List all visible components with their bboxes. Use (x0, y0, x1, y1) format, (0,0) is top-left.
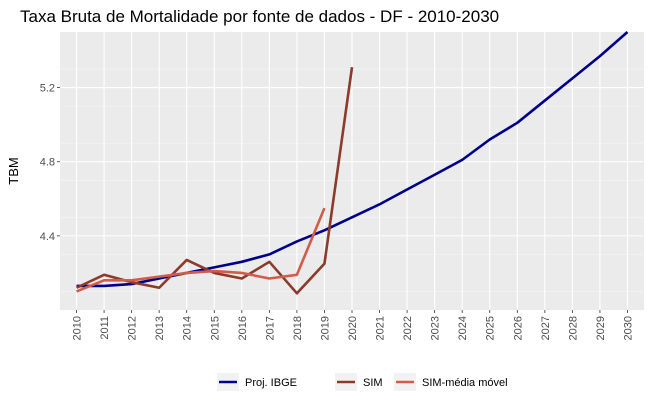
series-lines (75, 31, 629, 295)
x-tick-label: 2010 (72, 316, 84, 340)
x-tick-label: 2011 (99, 316, 111, 340)
legend: Proj. IBGE SIM SIM-média móvel (217, 373, 508, 391)
y-axis-title: TBM (6, 157, 21, 184)
x-tick-label: 2023 (430, 316, 442, 340)
x-tick-label: 2018 (292, 316, 304, 340)
x-tick-label: 2025 (485, 316, 497, 340)
y-tick-label: 4.4 (40, 231, 55, 243)
x-tick-label: 2017 (264, 316, 276, 340)
x-tick-label: 2021 (375, 316, 387, 340)
y-tick-label: 4.8 (40, 157, 55, 169)
y-tick-labels: 4.4 4.8 5.2 (40, 83, 60, 243)
x-tick-label: 2012 (127, 316, 139, 340)
x-tick-label: 2030 (622, 316, 634, 340)
x-tick-label: 2024 (457, 316, 469, 340)
x-tick-label: 2015 (209, 316, 221, 340)
x-tick-label: 2013 (154, 316, 166, 340)
series-line-3 (76, 207, 326, 293)
x-tick-label: 2016 (237, 316, 249, 340)
legend-label-2: SIM (363, 377, 383, 389)
x-tick-label: 2027 (540, 316, 552, 340)
x-tick-label: 2022 (402, 316, 414, 340)
y-tick-label: 5.2 (40, 83, 55, 95)
legend-label-3: SIM-média móvel (422, 377, 508, 389)
x-tick-label: 2026 (512, 316, 524, 340)
legend-label-1: Proj. IBGE (245, 377, 297, 389)
x-tick-label: 2029 (595, 316, 607, 340)
x-tick-label: 2014 (182, 316, 194, 340)
x-tick-label: 2020 (347, 316, 359, 340)
x-tick-label: 2028 (567, 316, 579, 340)
x-tick-label: 2019 (319, 316, 331, 340)
x-tick-labels: 2010 2011 2012 2013 2014 2015 2016 2017 2018 2019… (72, 310, 634, 340)
chart-title: Taxa Bruta de Mortalidade por fonte de d… (20, 7, 499, 26)
